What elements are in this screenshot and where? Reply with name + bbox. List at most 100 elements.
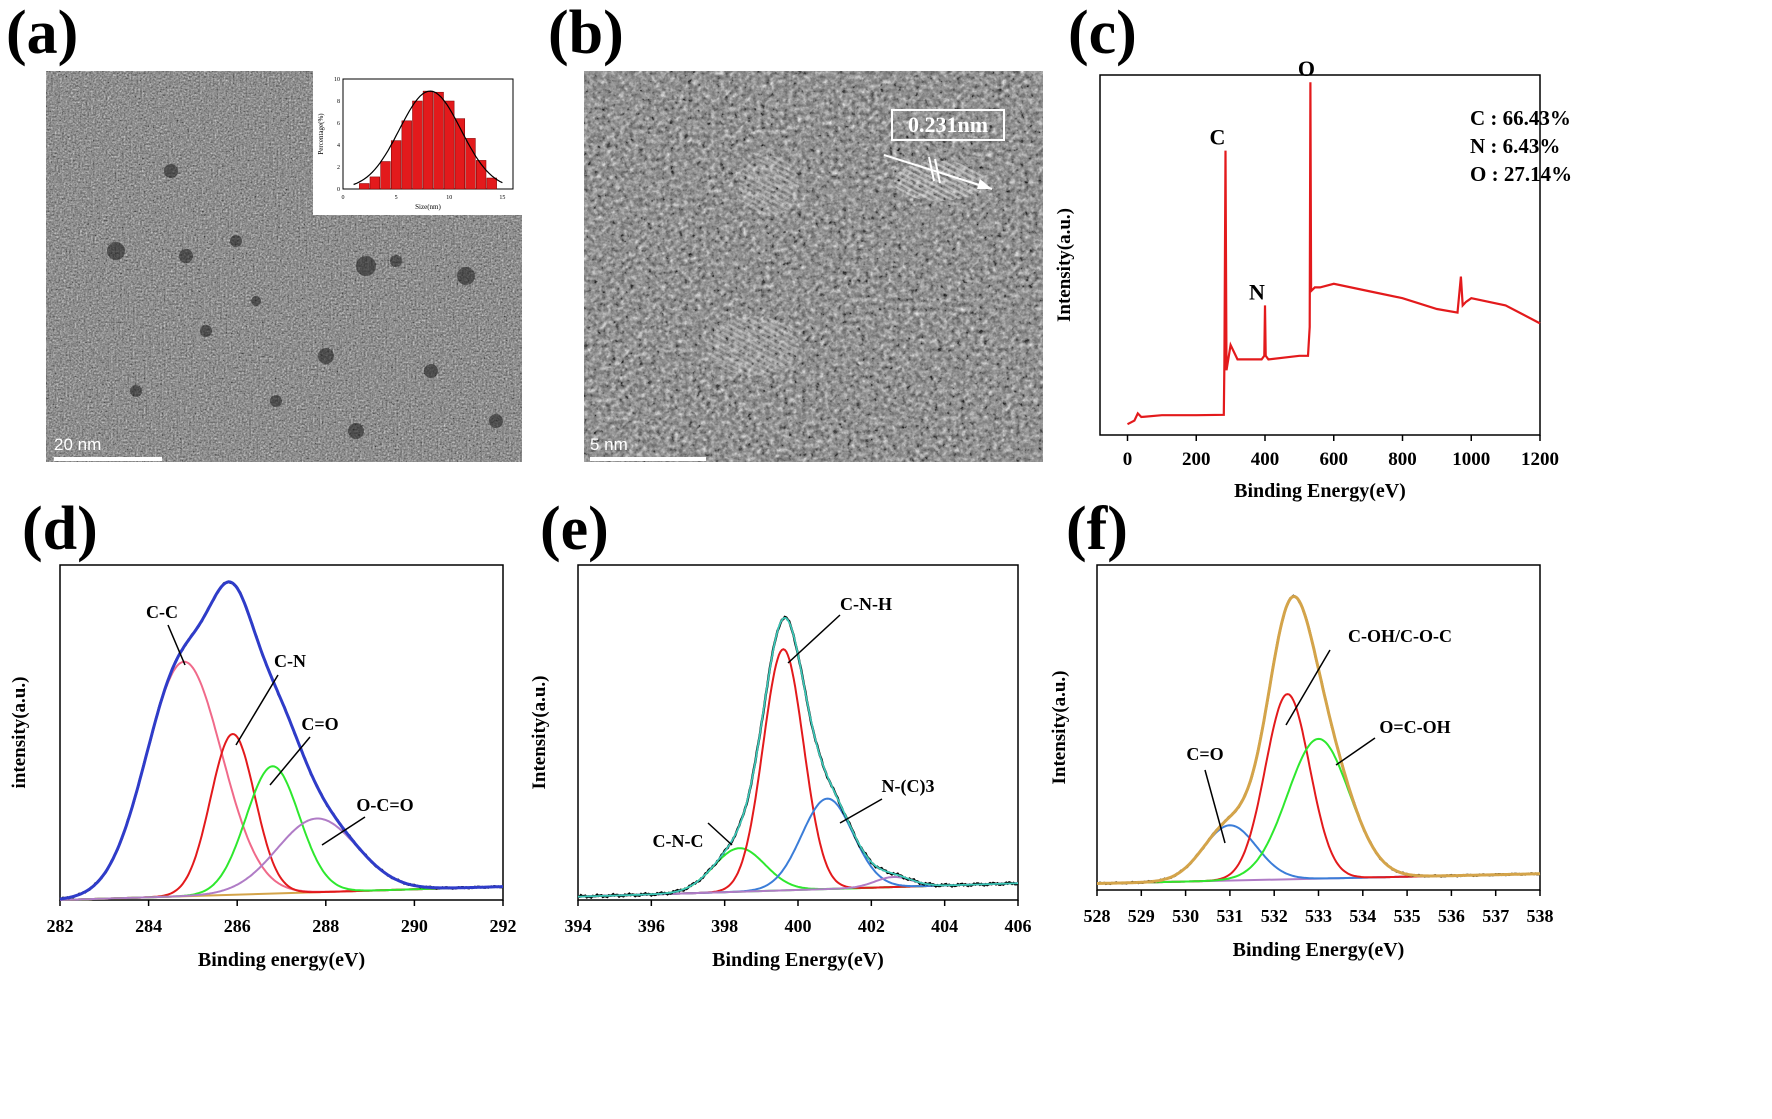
f-x-tick: 537: [1482, 906, 1509, 926]
xps-n1s-chart: 394 396 398 400 402 404 406 C-N-C C-N-H N-(C)3 Bin…: [529, 564, 1032, 971]
chart-c-x-label: Binding Energy(eV): [1234, 480, 1406, 502]
inset-y-tick: 0: [337, 187, 340, 193]
e-leader-line: [787, 614, 841, 664]
d-x-tick: 286: [224, 916, 251, 936]
d-raw-data: [59, 580, 504, 901]
e-x-tick: 404: [931, 916, 958, 936]
e-leader-line: [707, 822, 733, 846]
composition-c: C : 66.43%: [1470, 106, 1571, 130]
chart-c-y-label: Intensity(a.u.): [1054, 208, 1075, 322]
scale-bar-b: 5 nm: [590, 435, 706, 461]
d-frame: [59, 564, 504, 901]
d-peak-label: C-C: [146, 602, 178, 622]
d-leader-line: [235, 674, 279, 746]
xps-o1s-chart: 528 529 530 531 532 533 534 535 536 537 538 C=O C-OH…: [1049, 564, 1554, 961]
tem-texture-b: [584, 71, 1043, 462]
e-peak-label: C-N-C: [653, 831, 704, 851]
chart-c-peak-label: C: [1210, 125, 1226, 150]
d-leader-line: [321, 816, 366, 846]
e-x-tick: 394: [565, 916, 592, 936]
tem-image-b: 0.231nm 5 nm: [584, 71, 1043, 462]
d-x-tick: 284: [135, 916, 162, 936]
e-frame: [577, 564, 1019, 901]
e-peak-label: C-N-H: [840, 594, 892, 614]
inset-bar: [390, 140, 402, 190]
e-x-tick: 400: [785, 916, 812, 936]
inset-bar: [475, 160, 487, 190]
inset-bar: [444, 100, 455, 190]
inset-y-tick: 4: [337, 143, 340, 149]
inset-fit-curve: [353, 90, 503, 186]
inset-x-label: Size(nm): [415, 203, 441, 211]
inset-bar: [412, 100, 423, 190]
inset-bar: [401, 120, 412, 190]
e-peak-label: N-(C)3: [882, 776, 935, 797]
scale-bar-label-a: 20 nm: [54, 435, 102, 454]
d-x-tick: 288: [312, 916, 339, 936]
e-x-tick: 406: [1005, 916, 1032, 936]
inset-x-tick: 5: [395, 195, 398, 201]
d-x-tick: 282: [47, 916, 74, 936]
inset-bar: [380, 161, 391, 190]
e-x-tick: 398: [711, 916, 738, 936]
e-x-tick: 402: [858, 916, 885, 936]
f-x-tick: 528: [1084, 906, 1111, 926]
d-peak-label: O-C=O: [356, 795, 413, 815]
inset-y-tick: 8: [337, 99, 340, 105]
xps-survey-chart: 0 200 400 600 800 1000 1200 C N O Binding Energy(e…: [1054, 60, 1559, 502]
chart-c-peak-label: N: [1249, 279, 1265, 304]
e-raw-data: [577, 615, 1019, 899]
f-x-tick: 538: [1527, 906, 1554, 926]
d-y-label: intensity(a.u.): [9, 677, 30, 789]
panel-label-a: (a): [6, 0, 79, 67]
e-component-N-(C)3: [578, 797, 1019, 898]
inset-x-tick: 15: [499, 195, 505, 201]
f-peak-label: C-OH/C-O-C: [1348, 626, 1452, 646]
panel-label-d: (d): [22, 495, 98, 563]
d-x-label: Binding energy(eV): [198, 949, 365, 971]
e-x-label: Binding Energy(eV): [712, 949, 884, 971]
panel-label-e: (e): [540, 495, 609, 563]
f-x-tick: 532: [1261, 906, 1288, 926]
panel-label-c: (c): [1068, 0, 1137, 67]
f-x-tick: 535: [1394, 906, 1421, 926]
size-distribution-inset: 0 5 10 15 0 2 4 6 8 10 Size(nm) Percentage(%): [313, 71, 522, 215]
f-x-tick: 536: [1438, 906, 1465, 926]
e-y-label: Intensity(a.u.): [529, 675, 550, 789]
scale-bar-line-a: [54, 457, 162, 461]
f-x-label: Binding Energy(eV): [1233, 939, 1405, 961]
inset-bar: [465, 138, 476, 190]
inset-y-tick: 10: [334, 77, 340, 83]
f-component-C-OH/C-O-C: [1097, 693, 1540, 885]
nanoparticle-dots-a: [107, 164, 503, 439]
d-leader-line: [269, 736, 311, 786]
chart-c-x-tick: 800: [1388, 449, 1417, 470]
inset-bar: [486, 177, 497, 190]
f-x-tick: 534: [1349, 906, 1376, 926]
lattice-spacing-label: 0.231nm: [891, 109, 1005, 141]
f-frame: [1096, 564, 1541, 891]
e-component-C-N-H: [578, 648, 1018, 898]
xps-c1s-chart: 282 284 286 288 290 292 C-C C-N C=O O-C=O Binding …: [9, 564, 517, 971]
f-envelope: [1097, 594, 1541, 885]
f-leader-line: [1285, 649, 1331, 726]
chart-c-x-tick: 1200: [1521, 449, 1559, 470]
chart-c-x-tick: 400: [1251, 449, 1280, 470]
chart-c-peak-label: O: [1298, 60, 1315, 81]
f-peak-label: C=O: [1186, 744, 1223, 764]
scale-bar-line-b: [590, 457, 706, 461]
inset-y-tick: 2: [337, 165, 340, 171]
inset-x-tick: 0: [342, 195, 345, 201]
d-x-tick: 290: [401, 916, 428, 936]
chart-c-frame: [1099, 74, 1541, 436]
f-peak-label: O=C-OH: [1379, 717, 1450, 737]
composition-n: N : 6.43%: [1470, 134, 1561, 158]
d-component-C-N: [60, 732, 503, 901]
f-y-label: Intensity(a.u.): [1049, 670, 1070, 784]
chart-c-x-tick: 200: [1182, 449, 1211, 470]
d-peak-label: C=O: [301, 714, 338, 734]
d-envelope: [59, 580, 503, 901]
inset-bar: [369, 176, 381, 190]
inset-bar: [422, 90, 434, 190]
inset-bar: [359, 183, 370, 190]
